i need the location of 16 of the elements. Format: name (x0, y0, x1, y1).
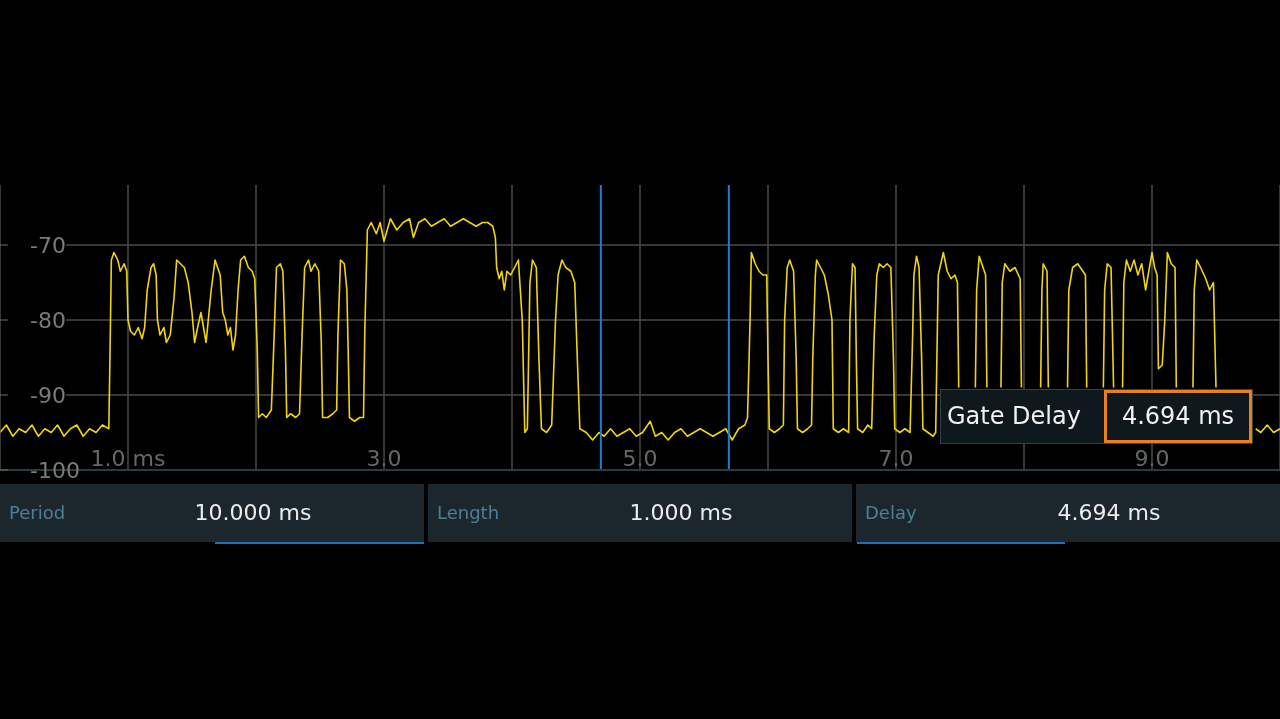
x-tick-label: 7.0 (878, 446, 914, 471)
field: Period 10.000 ms (0, 484, 424, 542)
annotation: Gate Delay (947, 401, 1081, 432)
value-field: 4.694 ms (1104, 390, 1252, 443)
x-tick-label: 5.0 (622, 446, 658, 471)
y-tick-label: -80 (30, 307, 66, 333)
annotation: 4.694 ms (1121, 402, 1235, 430)
field: Delay 4.694 ms (856, 484, 1280, 542)
y-tick-label: -90 (30, 382, 66, 408)
field: Length 1.000 ms (428, 484, 852, 542)
y-tick-label: -100 (30, 457, 80, 483)
x-tick-label: 3.0 (366, 446, 402, 471)
info-box: Gate Delay 4.694 ms (940, 389, 1253, 444)
x-tick-label: 1.0 ms (90, 446, 166, 471)
x-tick-label: 9.0 (1134, 446, 1170, 471)
y-tick-label: -70 (30, 232, 66, 258)
